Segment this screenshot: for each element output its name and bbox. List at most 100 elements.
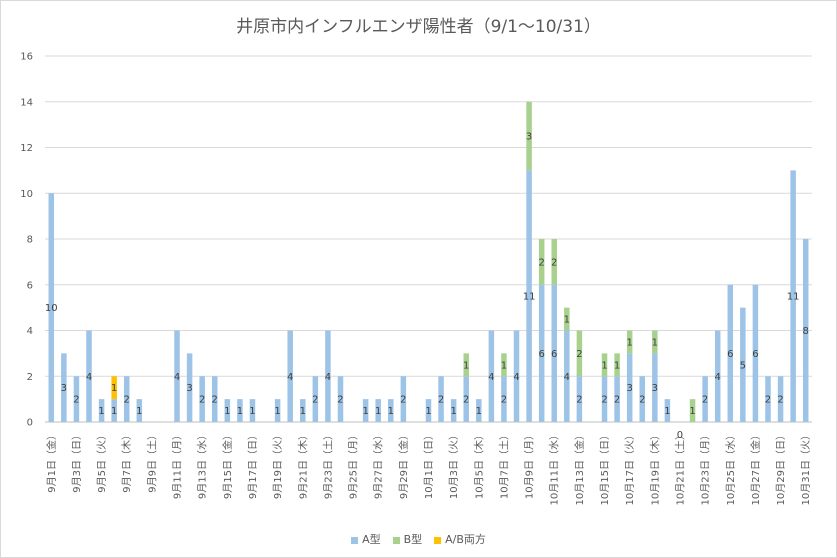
data-label: 3: [186, 383, 192, 394]
bar-segment: [300, 399, 306, 422]
data-label: 1: [463, 360, 469, 371]
data-label: 2: [639, 395, 645, 406]
data-label: 6: [727, 349, 733, 360]
data-label: 1: [237, 406, 243, 417]
data-label: 1: [249, 406, 255, 417]
data-label: 1: [689, 406, 695, 417]
data-label: 1: [501, 360, 507, 371]
bar-segment: [249, 399, 256, 422]
bar-segment: [601, 376, 608, 422]
data-label: 2: [212, 395, 218, 406]
data-label: 2: [438, 395, 444, 406]
data-label: 11: [787, 292, 800, 303]
bar-segment: [652, 353, 658, 422]
data-label: 4: [488, 372, 494, 383]
y-tick-label: 0: [27, 418, 33, 429]
x-tick-label: 9月23日（土）: [321, 430, 334, 499]
x-tick-label: 10月29日（日）: [775, 430, 787, 505]
y-tick-label: 16: [20, 52, 33, 63]
data-label: 2: [312, 395, 318, 406]
bar-segment: [790, 170, 796, 422]
data-label: 1: [564, 315, 570, 326]
data-label: 0: [677, 430, 683, 441]
bar-segment: [488, 330, 495, 422]
x-tick-label: 9月19日（火）: [272, 430, 284, 499]
data-label: 2: [400, 395, 406, 406]
legend-item: A型: [351, 531, 381, 547]
y-tick-label: 8: [27, 235, 33, 246]
x-tick-label: 10月31日（火）: [800, 430, 812, 505]
y-tick-label: 14: [20, 97, 33, 108]
bar-segment: [802, 239, 809, 422]
data-label: 2: [601, 395, 607, 406]
bar-segment: [551, 239, 557, 285]
data-label: 1: [98, 406, 104, 417]
bar-segment: [61, 353, 67, 422]
bar-segment: [476, 399, 482, 422]
bar-segment: [425, 399, 432, 422]
bar-segment: [538, 239, 545, 285]
data-label: 4: [564, 372, 570, 383]
data-label: 2: [765, 395, 771, 406]
data-label: 1: [476, 406, 482, 417]
legend-item: B型: [392, 531, 423, 547]
bar-segment: [576, 330, 583, 377]
bar-segment: [626, 353, 633, 422]
bar-segment: [400, 376, 407, 422]
x-tick-label: 10月3日（火）: [448, 430, 460, 499]
bar-segment: [765, 376, 771, 422]
data-label: 1: [425, 406, 431, 417]
data-label: 8: [803, 326, 809, 337]
data-label: 2: [551, 257, 557, 268]
data-label: 2: [614, 395, 620, 406]
gridlines: [45, 55, 812, 423]
bar-segment: [463, 353, 469, 377]
legend-label: B型: [403, 533, 423, 546]
data-label: 2: [124, 395, 130, 406]
chart-title: 井原市内インフルエンザ陽性者（9/1～10/31）: [236, 17, 601, 37]
bar-segment: [362, 399, 369, 422]
bar-segment: [123, 376, 130, 422]
x-tick-label: 9月21日（木）: [297, 430, 309, 499]
bar-segment: [702, 376, 708, 422]
bar-segment: [186, 353, 193, 422]
y-tick-label: 12: [20, 143, 33, 154]
x-tick-label: 10月23日（月）: [700, 430, 712, 505]
x-tick-label: 9月27日（水）: [373, 430, 385, 499]
x-tick-label: 9月11日（月）: [172, 430, 184, 499]
data-label: 10: [45, 303, 58, 314]
data-label: 2: [463, 395, 469, 406]
x-tick-label: 10月1日（日）: [423, 430, 435, 499]
data-label: 1: [111, 406, 117, 417]
x-tick-label: 9月1日（金）: [45, 430, 58, 493]
bar-segment: [237, 399, 243, 422]
x-tick-label: 10月27日（金）: [749, 430, 762, 505]
bar-segment: [652, 330, 658, 354]
bar-segment: [551, 284, 557, 422]
data-label: 2: [702, 395, 708, 406]
data-label: 2: [576, 349, 582, 360]
bar-segment: [501, 353, 507, 377]
y-axis: 0 2 4 6 8 10 12 14 16: [20, 52, 33, 429]
legend-label: A型: [362, 533, 381, 546]
bar-segment: [576, 376, 583, 422]
bar-segment: [601, 353, 608, 377]
y-tick-label: 10: [20, 189, 33, 200]
data-label: 1: [224, 406, 230, 417]
bar-segment: [538, 284, 545, 422]
data-label: 1: [614, 360, 620, 371]
x-tick-label: 10月17日（火）: [624, 430, 636, 505]
data-label: 4: [287, 372, 293, 383]
x-tick-label: 10月11日（水）: [549, 430, 561, 505]
data-label: 1: [652, 337, 658, 348]
x-tick-label: 9月9日（土）: [145, 430, 158, 493]
x-tick-label: 9月5日（火）: [96, 430, 108, 493]
bar-segment: [211, 376, 218, 422]
bar-segment: [111, 376, 117, 400]
data-label: 1: [626, 337, 632, 348]
data-label: 4: [715, 372, 721, 383]
data-label: 4: [86, 372, 92, 383]
x-tick-label: 10月15日（日）: [599, 430, 611, 505]
y-tick-label: 2: [27, 372, 33, 383]
